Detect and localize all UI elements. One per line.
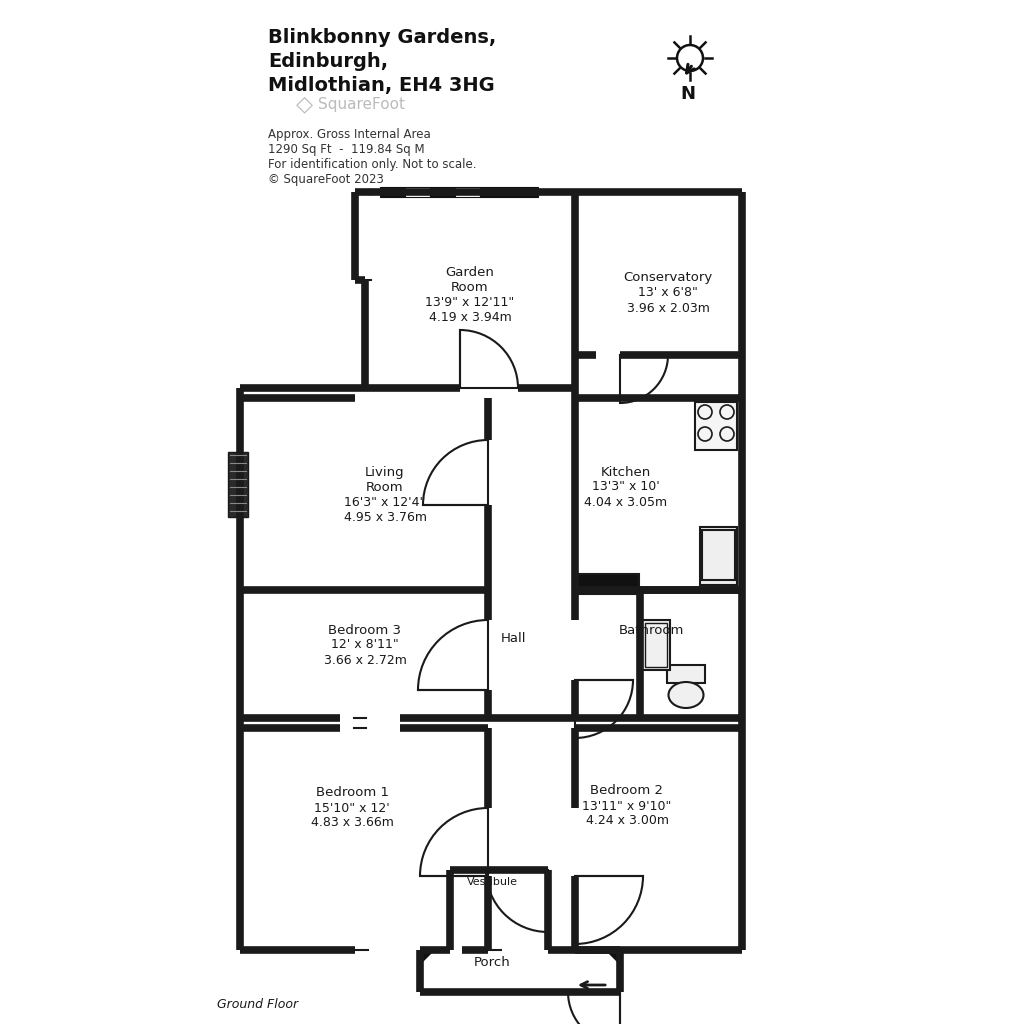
Text: 12' x 8'11": 12' x 8'11": [331, 639, 399, 651]
Text: Kitchen: Kitchen: [601, 466, 651, 478]
Bar: [228, 452, 248, 517]
Text: Garden: Garden: [445, 266, 495, 279]
Text: Room: Room: [367, 481, 403, 494]
Text: 13' x 6'8": 13' x 6'8": [638, 287, 698, 299]
Text: Porch: Porch: [474, 956, 510, 970]
Bar: [642, 620, 670, 670]
Text: Bathroom: Bathroom: [618, 624, 684, 637]
Text: 16'3" x 12'4": 16'3" x 12'4": [344, 496, 426, 509]
Text: ◇: ◇: [296, 94, 313, 114]
Polygon shape: [420, 950, 435, 965]
Text: 1290 Sq Ft  -  119.84 Sq M: 1290 Sq Ft - 119.84 Sq M: [268, 143, 425, 156]
Bar: [695, 402, 737, 450]
Bar: [406, 187, 430, 197]
Text: 4.95 x 3.76m: 4.95 x 3.76m: [343, 511, 427, 524]
Bar: [700, 527, 737, 585]
Text: Conservatory: Conservatory: [624, 271, 713, 285]
Text: © SquareFoot 2023: © SquareFoot 2023: [268, 173, 384, 186]
Bar: [667, 665, 705, 683]
Text: For identification only. Not to scale.: For identification only. Not to scale.: [268, 158, 476, 171]
Text: 4.83 x 3.66m: 4.83 x 3.66m: [310, 816, 393, 829]
Text: Approx. Gross Internal Area: Approx. Gross Internal Area: [268, 128, 431, 141]
Text: Hall: Hall: [501, 632, 525, 644]
Text: Midlothian, EH4 3HG: Midlothian, EH4 3HG: [268, 76, 495, 95]
Text: 4.04 x 3.05m: 4.04 x 3.05m: [585, 496, 668, 509]
Text: N: N: [681, 85, 695, 103]
Text: Blinkbonny Gardens,: Blinkbonny Gardens,: [268, 28, 497, 47]
Ellipse shape: [669, 682, 703, 708]
Bar: [645, 623, 667, 667]
Text: Room: Room: [452, 281, 488, 294]
Text: 4.24 x 3.00m: 4.24 x 3.00m: [586, 814, 669, 827]
Text: 4.19 x 3.94m: 4.19 x 3.94m: [429, 311, 511, 324]
Text: Edinburgh,: Edinburgh,: [268, 52, 388, 71]
Bar: [380, 187, 406, 197]
Bar: [480, 187, 538, 197]
Text: Bedroom 2: Bedroom 2: [591, 784, 664, 798]
Bar: [574, 574, 639, 594]
Text: Bedroom 3: Bedroom 3: [329, 624, 401, 637]
Text: 15'10" x 12': 15'10" x 12': [314, 802, 390, 814]
Text: SquareFoot: SquareFoot: [318, 96, 406, 112]
Text: Vestibule: Vestibule: [467, 877, 517, 887]
Polygon shape: [605, 950, 620, 965]
Text: 13'3" x 10': 13'3" x 10': [592, 480, 659, 494]
Text: Living: Living: [366, 466, 404, 479]
Text: 3.66 x 2.72m: 3.66 x 2.72m: [324, 653, 407, 667]
Bar: [455, 187, 480, 197]
Bar: [702, 530, 735, 580]
Text: 13'11" x 9'10": 13'11" x 9'10": [583, 800, 672, 812]
Text: 13'9" x 12'11": 13'9" x 12'11": [425, 296, 515, 309]
Bar: [430, 187, 455, 197]
Text: Bedroom 1: Bedroom 1: [315, 786, 388, 800]
Text: Ground Floor: Ground Floor: [217, 998, 299, 1012]
Text: 3.96 x 2.03m: 3.96 x 2.03m: [627, 301, 710, 314]
